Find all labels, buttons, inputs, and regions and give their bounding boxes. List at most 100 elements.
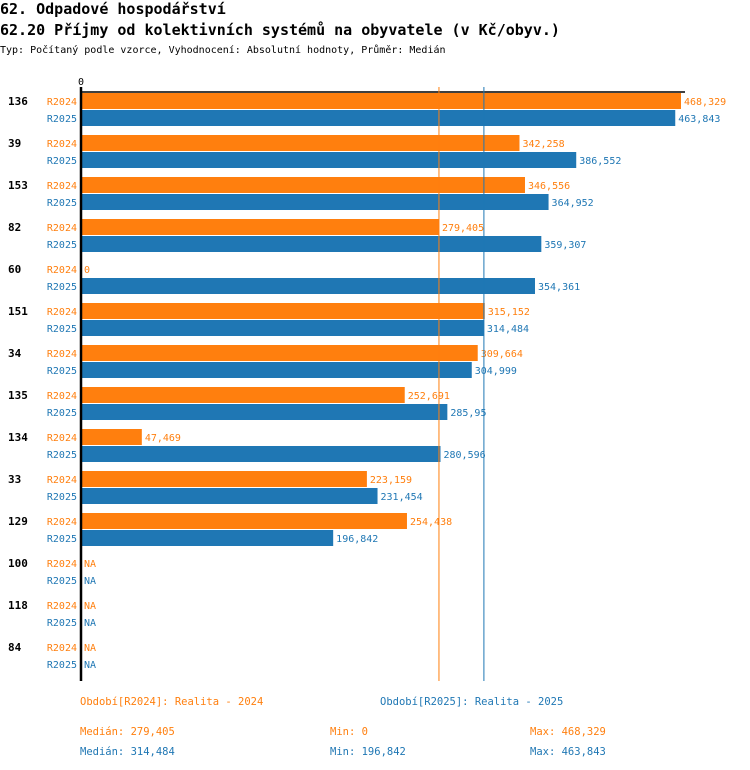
- data-label-r2025: 280,596: [443, 450, 485, 461]
- series-label-r2025: R2025: [47, 366, 77, 377]
- data-label-r2024: 279,405: [442, 223, 484, 234]
- series-label-r2025: R2025: [47, 114, 77, 125]
- data-label-r2025: 304,999: [475, 366, 517, 377]
- category-label: 135: [8, 389, 28, 402]
- category-label: 129: [8, 515, 28, 528]
- data-label-r2024: 342,258: [522, 139, 564, 150]
- data-label-r2024: NA: [84, 643, 96, 654]
- bar-r2024: [81, 219, 439, 235]
- legend-max-r2025: Max: 463,843: [530, 746, 606, 758]
- bar-r2025: [81, 488, 378, 504]
- series-label-r2025: R2025: [47, 492, 77, 503]
- data-label-r2024: 309,664: [481, 349, 523, 360]
- data-label-r2025: 314,484: [487, 324, 529, 335]
- legend-median-r2025: Medián: 314,484: [80, 746, 175, 758]
- series-label-r2024: R2024: [47, 559, 77, 570]
- category-label: 151: [8, 305, 28, 318]
- chart-meta: Typ: Počítaný podle vzorce, Vyhodnocení:…: [0, 45, 446, 56]
- data-label-r2024: 315,152: [488, 307, 530, 318]
- bar-r2024: [81, 471, 367, 487]
- series-label-r2024: R2024: [47, 307, 77, 318]
- series-label-r2024: R2024: [47, 475, 77, 486]
- data-label-r2024: 346,556: [528, 181, 570, 192]
- data-label-r2025: 285,95: [450, 408, 486, 419]
- series-label-r2025: R2025: [47, 156, 77, 167]
- series-label-r2025: R2025: [47, 324, 77, 335]
- series-label-r2025: R2025: [47, 198, 77, 209]
- series-label-r2024: R2024: [47, 139, 77, 150]
- data-label-r2025: 463,843: [678, 114, 720, 125]
- category-label: 34: [8, 347, 22, 360]
- category-label: 118: [8, 599, 28, 612]
- bar-r2024: [81, 177, 525, 193]
- bar-r2025: [81, 362, 472, 378]
- bar-r2025: [81, 530, 334, 546]
- category-label: 134: [8, 431, 28, 444]
- data-label-r2024: NA: [84, 601, 96, 612]
- category-label: 60: [8, 263, 21, 276]
- legend-period-r2024: Období[R2024]: Realita - 2024: [80, 696, 264, 708]
- legend-min-r2025: Min: 196,842: [330, 746, 406, 758]
- category-label: 153: [8, 179, 28, 192]
- bar-r2024: [81, 303, 485, 319]
- data-label-r2024: 468,329: [684, 97, 726, 108]
- series-label-r2025: R2025: [47, 660, 77, 671]
- series-label-r2025: R2025: [47, 408, 77, 419]
- series-label-r2025: R2025: [47, 618, 77, 629]
- series-label-r2025: R2025: [47, 282, 77, 293]
- bar-r2025: [81, 446, 441, 462]
- series-label-r2024: R2024: [47, 181, 77, 192]
- legend-median-r2024: Medián: 279,405: [80, 726, 175, 738]
- data-label-r2024: 223,159: [370, 475, 412, 486]
- data-label-r2025: 364,952: [552, 198, 594, 209]
- bar-r2024: [81, 345, 478, 361]
- series-label-r2024: R2024: [47, 223, 77, 234]
- bar-chart: 0 136 R2024 468,329 R2025 463,843 39 R2024 342,2…: [8, 77, 726, 681]
- data-label-r2024: 0: [84, 265, 90, 276]
- data-label-r2025: 231,454: [381, 492, 423, 503]
- bar-r2025: [81, 110, 676, 126]
- data-label-r2025: 359,307: [544, 240, 586, 251]
- category-label: 84: [8, 641, 22, 654]
- chart-title: 62.20 Příjmy od kolektivních systémů na …: [0, 21, 560, 39]
- bar-r2025: [81, 194, 549, 210]
- series-label-r2025: R2025: [47, 240, 77, 251]
- data-label-r2025: 196,842: [336, 534, 378, 545]
- data-label-r2025: NA: [84, 576, 96, 587]
- data-label-r2024: 252,691: [408, 391, 450, 402]
- bar-r2025: [81, 278, 535, 294]
- bar-r2024: [81, 429, 142, 445]
- series-label-r2024: R2024: [47, 391, 77, 402]
- legend-max-r2024: Max: 468,329: [530, 726, 606, 738]
- x-axis-zero-label: 0: [78, 77, 84, 88]
- data-label-r2025: 386,552: [579, 156, 621, 167]
- category-label: 100: [8, 557, 28, 570]
- bar-r2024: [81, 93, 681, 109]
- series-label-r2024: R2024: [47, 517, 77, 528]
- data-label-r2025: 354,361: [538, 282, 580, 293]
- data-label-r2024: NA: [84, 559, 96, 570]
- series-label-r2024: R2024: [47, 433, 77, 444]
- bar-r2024: [81, 135, 520, 151]
- category-label: 39: [8, 137, 21, 150]
- data-label-r2025: NA: [84, 618, 96, 629]
- bar-r2025: [81, 320, 484, 336]
- series-label-r2025: R2025: [47, 576, 77, 587]
- bar-r2024: [81, 387, 405, 403]
- bar-r2025: [81, 152, 577, 168]
- legend-period-r2025: Období[R2025]: Realita - 2025: [380, 696, 564, 708]
- category-label: 136: [8, 95, 28, 108]
- chapter-title: 62. Odpadové hospodářství: [0, 0, 226, 18]
- bar-r2025: [81, 236, 542, 252]
- data-label-r2024: 47,469: [145, 433, 181, 444]
- legend-min-r2024: Min: 0: [330, 726, 368, 738]
- series-label-r2024: R2024: [47, 349, 77, 360]
- data-label-r2025: NA: [84, 660, 96, 671]
- series-label-r2025: R2025: [47, 534, 77, 545]
- category-label: 82: [8, 221, 21, 234]
- series-label-r2024: R2024: [47, 643, 77, 654]
- series-label-r2024: R2024: [47, 265, 77, 276]
- series-label-r2024: R2024: [47, 601, 77, 612]
- series-label-r2024: R2024: [47, 97, 77, 108]
- bar-r2024: [81, 513, 407, 529]
